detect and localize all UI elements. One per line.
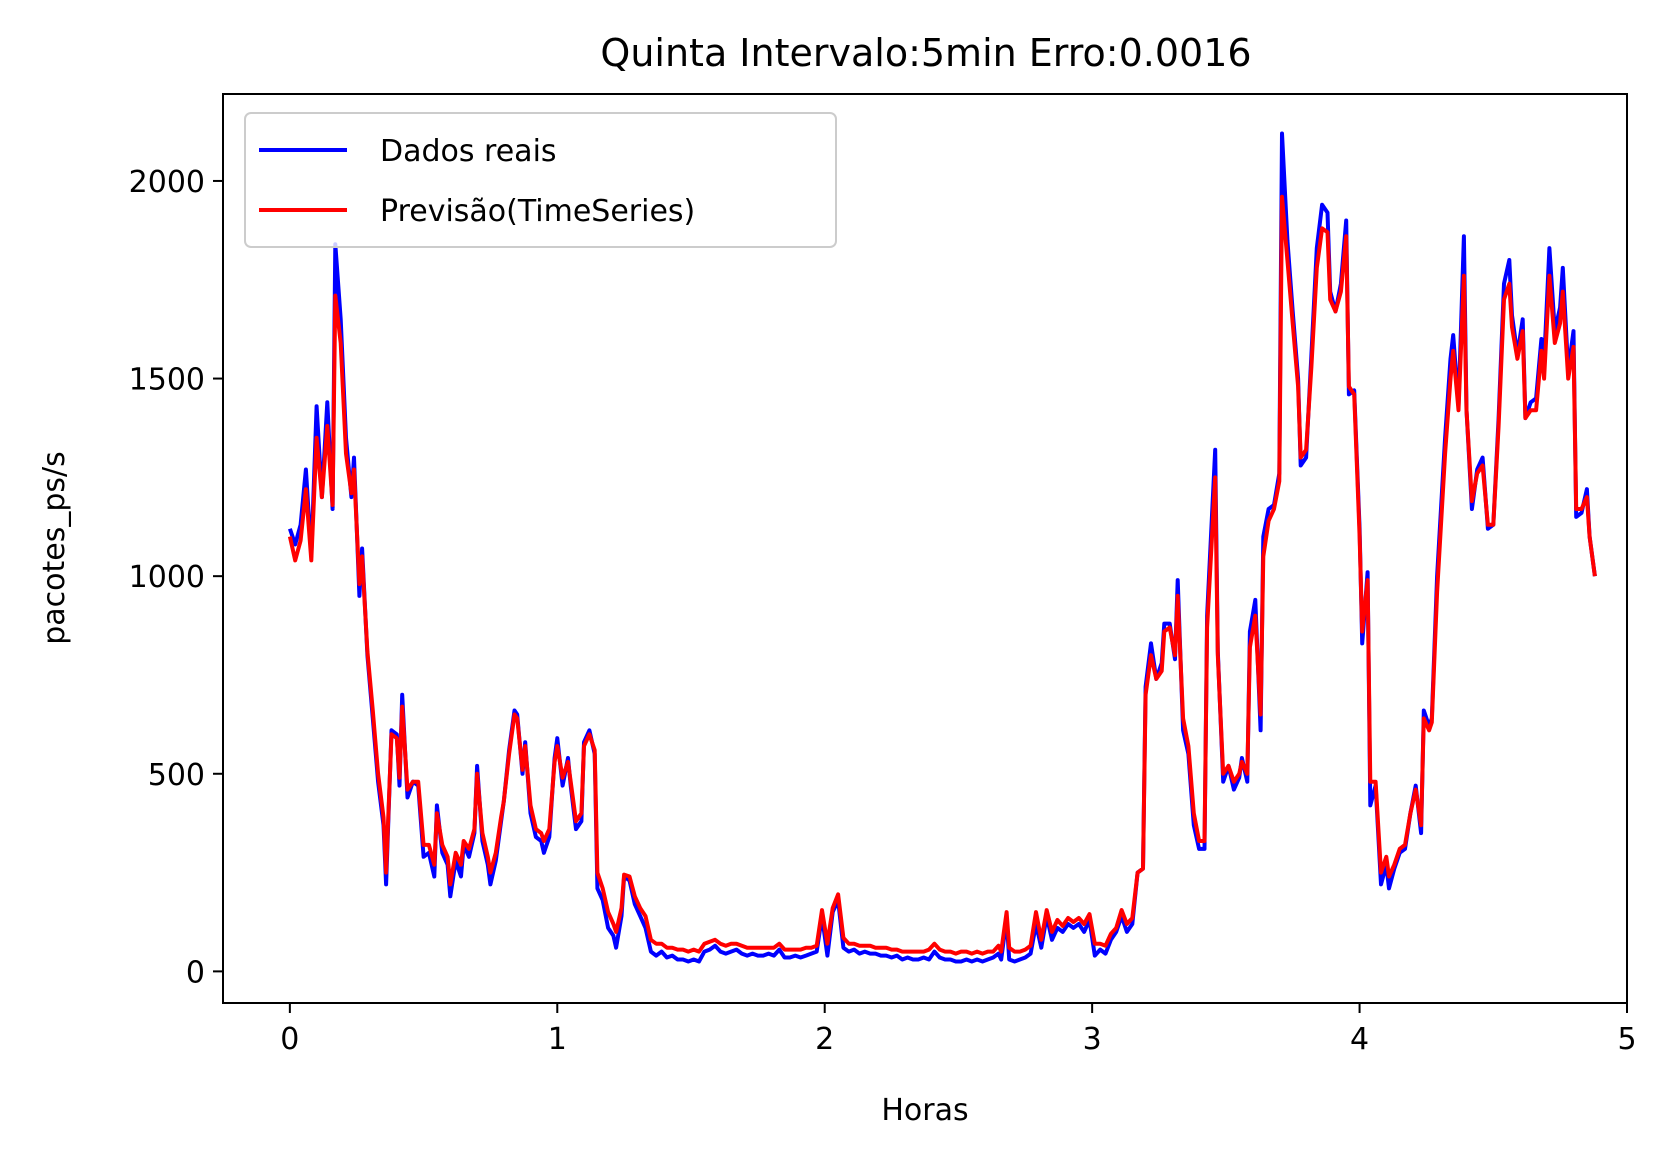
x-tick-label: 5: [1617, 1022, 1636, 1057]
legend-label-dados-reais: Dados reais: [380, 134, 557, 169]
y-tick-label: 0: [186, 955, 205, 990]
series-line-previsao: [287, 194, 1597, 956]
y-tick-label: 1500: [129, 363, 205, 398]
legend-box: [244, 112, 837, 248]
plot-area: [287, 131, 1597, 964]
x-tick-label: 4: [1350, 1022, 1369, 1057]
y-axis: 0 500 1000 1500 2000: [129, 165, 223, 990]
y-axis-label: pacotes_ps/s: [37, 451, 72, 645]
x-tick-label: 1: [548, 1022, 567, 1057]
x-tick-label: 0: [280, 1022, 299, 1057]
x-axis: 0 1 2 3 4 5: [280, 1003, 1637, 1057]
y-tick-label: 1000: [129, 560, 205, 595]
x-tick-label: 2: [815, 1022, 834, 1057]
x-tick-label: 3: [1083, 1022, 1102, 1057]
y-tick-label: 500: [148, 758, 205, 793]
axes-frame: [222, 93, 1628, 1004]
legend: Dados reais Previsão(TimeSeries): [244, 112, 837, 248]
chart-title: Quinta Intervalo:5min Erro:0.0016: [600, 31, 1251, 75]
x-axis-label: Horas: [881, 1093, 968, 1128]
legend-label-previsao: Previsão(TimeSeries): [380, 194, 695, 229]
y-tick-label: 2000: [129, 165, 205, 200]
